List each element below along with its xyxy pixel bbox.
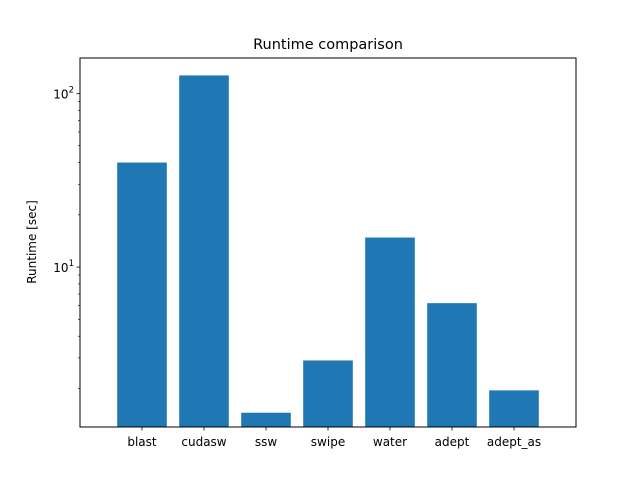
x-tick-label-cudasw: cudasw xyxy=(181,435,226,449)
bar-cudasw xyxy=(179,75,229,427)
y-tick-label: 102 xyxy=(53,85,74,101)
x-tick-label-swipe: swipe xyxy=(311,435,345,449)
x-tick-label-ssw: ssw xyxy=(255,435,278,449)
x-tick-label-blast: blast xyxy=(127,435,157,449)
y-axis-label: Runtime [sec] xyxy=(25,200,39,284)
bar-adept xyxy=(427,303,477,427)
bar-adept_as xyxy=(489,390,539,427)
x-tick-label-adept: adept xyxy=(435,435,470,449)
chart-title: Runtime comparison xyxy=(253,37,403,53)
bars-group xyxy=(117,75,539,428)
plot-frame xyxy=(79,57,577,428)
x-tick-label-water: water xyxy=(373,435,407,449)
bar-ssw xyxy=(241,412,291,427)
x-ticks-group: blast cudasw ssw swipe water adept adept_as xyxy=(127,427,541,449)
bar-blast xyxy=(117,162,167,428)
bar-swipe xyxy=(303,360,353,427)
y-ticks-group: 101 102 xyxy=(53,85,80,389)
bar-water xyxy=(365,237,415,427)
x-tick-label-adept_as: adept_as xyxy=(487,435,541,449)
y-tick-label: 101 xyxy=(53,259,74,275)
